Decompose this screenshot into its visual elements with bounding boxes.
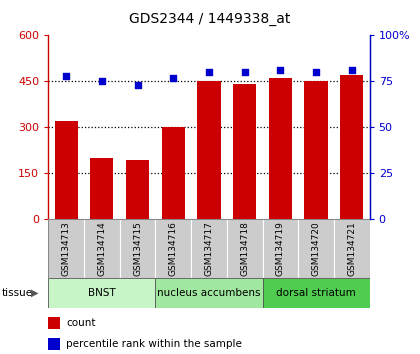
Bar xyxy=(262,219,298,278)
Text: dorsal striatum: dorsal striatum xyxy=(276,288,356,298)
Point xyxy=(170,75,177,81)
Bar xyxy=(334,219,370,278)
Point xyxy=(277,68,284,73)
Point xyxy=(134,82,141,88)
Bar xyxy=(155,219,191,278)
Bar xyxy=(197,81,220,219)
Text: GSM134718: GSM134718 xyxy=(240,221,249,276)
Bar xyxy=(162,127,185,219)
Text: GSM134714: GSM134714 xyxy=(97,221,106,276)
Bar xyxy=(304,81,328,219)
Text: GSM134721: GSM134721 xyxy=(347,221,356,276)
Bar xyxy=(298,219,334,278)
Point xyxy=(63,73,70,79)
Bar xyxy=(269,78,292,219)
Text: GSM134715: GSM134715 xyxy=(133,221,142,276)
Text: GSM134720: GSM134720 xyxy=(312,221,320,276)
Bar xyxy=(84,219,120,278)
Point xyxy=(349,68,355,73)
Text: tissue: tissue xyxy=(2,288,33,298)
Bar xyxy=(48,316,60,329)
Bar xyxy=(48,278,155,308)
Bar xyxy=(262,278,370,308)
Text: GDS2344 / 1449338_at: GDS2344 / 1449338_at xyxy=(129,12,291,27)
Bar xyxy=(191,219,227,278)
Point xyxy=(312,69,319,75)
Text: GSM134716: GSM134716 xyxy=(169,221,178,276)
Bar xyxy=(155,278,262,308)
Bar xyxy=(340,75,363,219)
Bar xyxy=(48,219,84,278)
Text: GSM134719: GSM134719 xyxy=(276,221,285,276)
Bar xyxy=(90,158,113,219)
Point xyxy=(98,79,105,84)
Bar xyxy=(126,160,149,219)
Text: nucleus accumbens: nucleus accumbens xyxy=(157,288,261,298)
Bar xyxy=(227,219,262,278)
Text: BNST: BNST xyxy=(88,288,116,298)
Text: GSM134717: GSM134717 xyxy=(205,221,213,276)
Bar xyxy=(233,85,256,219)
Text: count: count xyxy=(66,318,95,327)
Bar xyxy=(55,121,78,219)
Point xyxy=(206,69,212,75)
Text: GSM134713: GSM134713 xyxy=(62,221,71,276)
Point xyxy=(241,69,248,75)
Bar xyxy=(120,219,155,278)
Text: ▶: ▶ xyxy=(31,288,38,298)
Text: percentile rank within the sample: percentile rank within the sample xyxy=(66,339,242,349)
Bar xyxy=(48,338,60,350)
